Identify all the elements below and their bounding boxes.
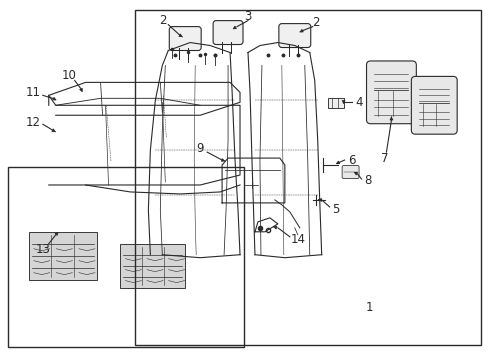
Bar	[135, 10, 480, 345]
Bar	[327, 98, 343, 108]
FancyBboxPatch shape	[278, 24, 310, 48]
Text: 13: 13	[35, 243, 50, 256]
Text: 1: 1	[365, 301, 372, 314]
FancyBboxPatch shape	[213, 21, 243, 45]
Bar	[8, 167, 244, 347]
Text: 12: 12	[25, 116, 40, 129]
Text: 11: 11	[25, 86, 40, 99]
Text: 5: 5	[331, 203, 339, 216]
Bar	[120, 244, 185, 288]
FancyBboxPatch shape	[366, 61, 415, 124]
Text: 7: 7	[380, 152, 387, 165]
Text: 2: 2	[159, 14, 167, 27]
Text: 10: 10	[61, 69, 76, 82]
Text: 3: 3	[244, 10, 251, 23]
Text: 14: 14	[290, 233, 305, 246]
Text: 6: 6	[347, 154, 355, 167]
FancyBboxPatch shape	[342, 166, 358, 179]
FancyBboxPatch shape	[410, 76, 456, 134]
Text: 4: 4	[355, 96, 363, 109]
Text: 2: 2	[311, 16, 319, 29]
Text: 9: 9	[196, 141, 203, 155]
Bar	[29, 232, 96, 280]
FancyBboxPatch shape	[169, 27, 201, 50]
Text: 8: 8	[363, 174, 370, 186]
